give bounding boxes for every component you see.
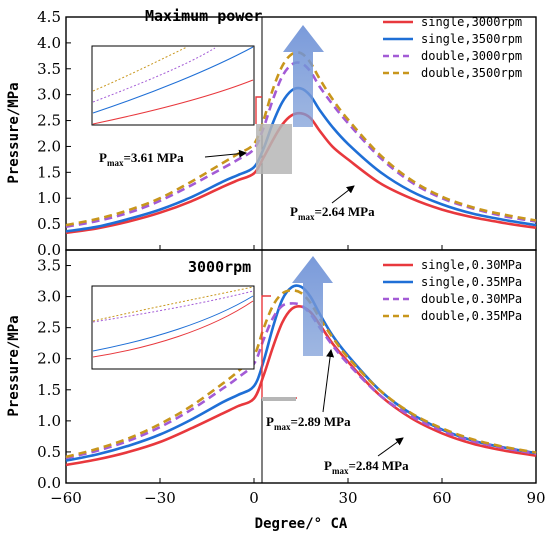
y-ticks: 0.0 0.5 1.0 1.5 2.0 2.5 3.0 3.5: [37, 257, 71, 492]
x-tick-label: 30: [338, 489, 357, 507]
panel-3000rpm: 0.0 0.5 1.0 1.5 2.0 2.5 3.0 3.5 3000rpm single,…: [37, 249, 537, 492]
y-tick-label: 4.0: [37, 34, 61, 52]
x-tick-label: 60: [432, 489, 451, 507]
legend-label: single,0.30MPa: [421, 258, 522, 272]
x-tick-label: 90: [526, 489, 545, 507]
y-tick-label: 2.0: [37, 350, 61, 368]
inset-curve-double-030: [92, 290, 254, 323]
series-line-1: [65, 284, 537, 462]
zoom-bracket: [255, 96, 262, 124]
inset-curve-single-3000rpm: [92, 79, 254, 125]
svg-text:Pmax=2.64 MPa: Pmax=2.64 MPa: [290, 204, 375, 222]
inset-plot: [91, 285, 297, 401]
y-tick-label: 1.5: [37, 163, 61, 181]
annotation-pmax-single: Pmax=2.64 MPa: [290, 185, 375, 222]
zoom-region-box: [256, 124, 292, 174]
inset-curve-single-3500rpm: [92, 46, 254, 114]
legend-label: double,3000rpm: [421, 49, 522, 63]
legend: single,3000rpm single,3500rpm double,3000r…: [383, 15, 522, 80]
panel-maximum-power: 0.0 0.5 1.0 1.5 2.0 2.5 3.0 3.5 4.0 4.5 Maximum p…: [37, 7, 537, 259]
series-line-0: [65, 111, 537, 235]
y-ticks: 0.0 0.5 1.0 1.5 2.0 2.5 3.0 3.5 4.0 4.5: [37, 8, 71, 259]
legend-label: single,3000rpm: [421, 15, 522, 29]
annotation-arrow: [322, 349, 335, 413]
inset-curve-single-030: [92, 300, 254, 358]
legend-label: double,0.30MPa: [421, 292, 522, 306]
annotation-arrow: [331, 185, 355, 204]
annotation-arrow: [204, 149, 247, 158]
y-tick-label: 3.0: [37, 86, 61, 104]
series-line-1: [65, 86, 537, 233]
annotation-pmax-single: Pmax=2.84 MPa: [324, 437, 409, 476]
y-tick-label: 2.5: [37, 319, 61, 337]
svg-text:Pmax=3.61 MPa: Pmax=3.61 MPa: [99, 150, 184, 168]
x-axis: −60 −30 0 30 60 90: [50, 245, 546, 507]
legend-label: single,3500rpm: [421, 32, 522, 46]
inset-curve-double-3500rpm: [92, 46, 188, 92]
y-axis-title-top: Pressure/MPa: [6, 82, 22, 183]
inset-curve-single-035: [92, 295, 254, 352]
series-line-2: [65, 61, 537, 228]
svg-text:Pmax=2.84 MPa: Pmax=2.84 MPa: [324, 458, 409, 476]
y-tick-label: 1.0: [37, 412, 61, 430]
annotation-pmax-double: Pmax=2.89 MPa: [266, 349, 351, 432]
inset-frame: [91, 285, 255, 370]
y-tick-label: 0.0: [37, 241, 61, 259]
y-tick-label: 1.0: [37, 189, 61, 207]
legend-label: single,0.35MPa: [421, 275, 522, 289]
y-tick-label: 3.0: [37, 288, 61, 306]
x-axis-title: Degree/° CA: [255, 516, 348, 532]
y-tick-label: 2.5: [37, 112, 61, 130]
series-group: [65, 284, 537, 467]
y-tick-label: 3.5: [37, 60, 61, 78]
y-tick-label: 2.0: [37, 137, 61, 155]
y-tick-label: 0.0: [37, 474, 61, 492]
series-group: [65, 51, 537, 235]
y-tick-label: 4.5: [37, 8, 61, 26]
increase-arrow: [283, 25, 324, 127]
series-line-3: [65, 51, 537, 227]
panel-title: 3000rpm: [188, 258, 251, 276]
y-axis-title-bottom: Pressure/MPa: [6, 315, 22, 416]
x-tick-label: −30: [144, 489, 176, 507]
series-line-2: [65, 302, 537, 460]
series-line-0: [65, 305, 537, 467]
svg-text:Pmax=2.89 MPa: Pmax=2.89 MPa: [266, 414, 351, 432]
y-tick-label: 1.5: [37, 381, 61, 399]
annotation-pmax-double: Pmax=3.61 MPa: [99, 149, 247, 168]
y-tick-label: 0.5: [37, 443, 61, 461]
panel-title: Maximum power: [145, 7, 262, 25]
inset-frame: [91, 45, 255, 126]
x-tick-label: 0: [249, 489, 259, 507]
y-tick-label: 3.5: [37, 257, 61, 275]
inset-plot: [91, 45, 292, 174]
x-tick-label: −60: [50, 489, 82, 507]
y-tick-label: 0.5: [37, 215, 61, 233]
legend: single,0.30MPa single,0.35MPa double,0.30M…: [383, 258, 522, 323]
legend-label: double,3500rpm: [421, 66, 522, 80]
increase-arrow: [292, 256, 333, 356]
annotation-arrow: [377, 437, 404, 457]
inset-curve-double-035: [92, 286, 254, 322]
inset-curve-double-3000rpm: [92, 47, 216, 103]
legend-label: double,0.35MPa: [421, 309, 522, 323]
zoom-region-box: [262, 397, 296, 401]
plot-frame: [65, 249, 537, 484]
